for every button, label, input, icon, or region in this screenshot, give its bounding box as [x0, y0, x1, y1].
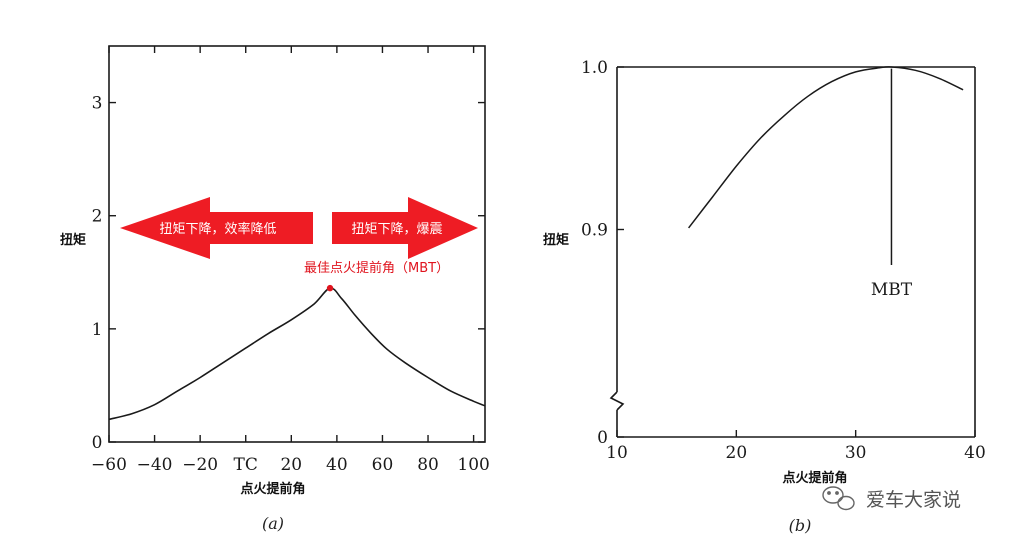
- watermark-text: 爱车大家说: [866, 489, 961, 511]
- right-arrow: [332, 197, 478, 259]
- chart-b-ticks: [616, 66, 976, 438]
- chart-b: 0 0.9 1.0 10 20 30 40 MBT 扭矩 点火提前角 (b): [543, 58, 986, 535]
- y-tick-label: 3: [92, 94, 103, 114]
- x-tick-label: −20: [182, 455, 218, 475]
- chart-b-x-tick-labels: 10 20 30 40: [606, 443, 986, 463]
- x-tick-label: 10: [606, 443, 628, 463]
- x-tick-label: 20: [280, 455, 302, 475]
- watermark: 爱车大家说: [822, 486, 961, 511]
- chart-a-xlabel: 点火提前角: [240, 481, 305, 497]
- y-tick-label: 2: [92, 207, 103, 227]
- mbt-point: [326, 284, 334, 292]
- left-arrow: [120, 197, 313, 259]
- chart-b-panel-label: (b): [789, 516, 812, 535]
- chart-b-xlabel: 点火提前角: [782, 470, 847, 486]
- chart-a-x-tick-labels: −60 −40 −20 TC 20 40 60 80 100: [91, 455, 490, 475]
- chart-a-ylabel: 扭矩: [60, 232, 86, 248]
- x-tick-label: 60: [372, 455, 394, 475]
- y-tick-label: 0: [597, 428, 608, 448]
- x-tick-label: TC: [234, 455, 258, 475]
- x-tick-label: −40: [137, 455, 173, 475]
- chart-b-mbt-label: MBT: [871, 280, 913, 300]
- chart-a: 0 1 2 3 −60 −40 −20 TC 20 40 60 80 100 扭矩下降，效率降低 扭矩…: [60, 45, 490, 533]
- x-tick-label: −60: [91, 455, 127, 475]
- x-tick-label: 40: [964, 443, 986, 463]
- right-arrow-text: 扭矩下降，爆震: [351, 222, 442, 237]
- x-tick-label: 40: [326, 455, 348, 475]
- y-tick-label: 1: [92, 320, 103, 340]
- chart-b-y-tick-labels: 0 0.9 1.0: [581, 58, 608, 448]
- chart-a-series-line: [108, 287, 486, 421]
- x-tick-label: 80: [417, 455, 439, 475]
- chart-b-ylabel: 扭矩: [543, 232, 569, 248]
- left-arrow-text: 扭矩下降，效率降低: [159, 221, 276, 237]
- mbt-annotation-label: 最佳点火提前角（MBT）: [304, 260, 449, 276]
- chart-b-axis-break: [609, 67, 625, 437]
- x-tick-label: 100: [457, 455, 489, 475]
- x-tick-label: 30: [845, 443, 867, 463]
- chart-a-frame: [108, 45, 486, 443]
- chart-a-ticks: [108, 46, 485, 443]
- chart-a-y-tick-labels: 0 1 2 3: [92, 94, 103, 453]
- chart-b-series-line: [688, 66, 964, 229]
- y-tick-label: 0.9: [581, 221, 608, 241]
- y-tick-label: 1.0: [581, 58, 608, 78]
- x-tick-label: 20: [726, 443, 748, 463]
- wechat-icon: [822, 486, 855, 511]
- chart-a-panel-label: (a): [262, 514, 284, 533]
- y-tick-label: 0: [92, 433, 103, 453]
